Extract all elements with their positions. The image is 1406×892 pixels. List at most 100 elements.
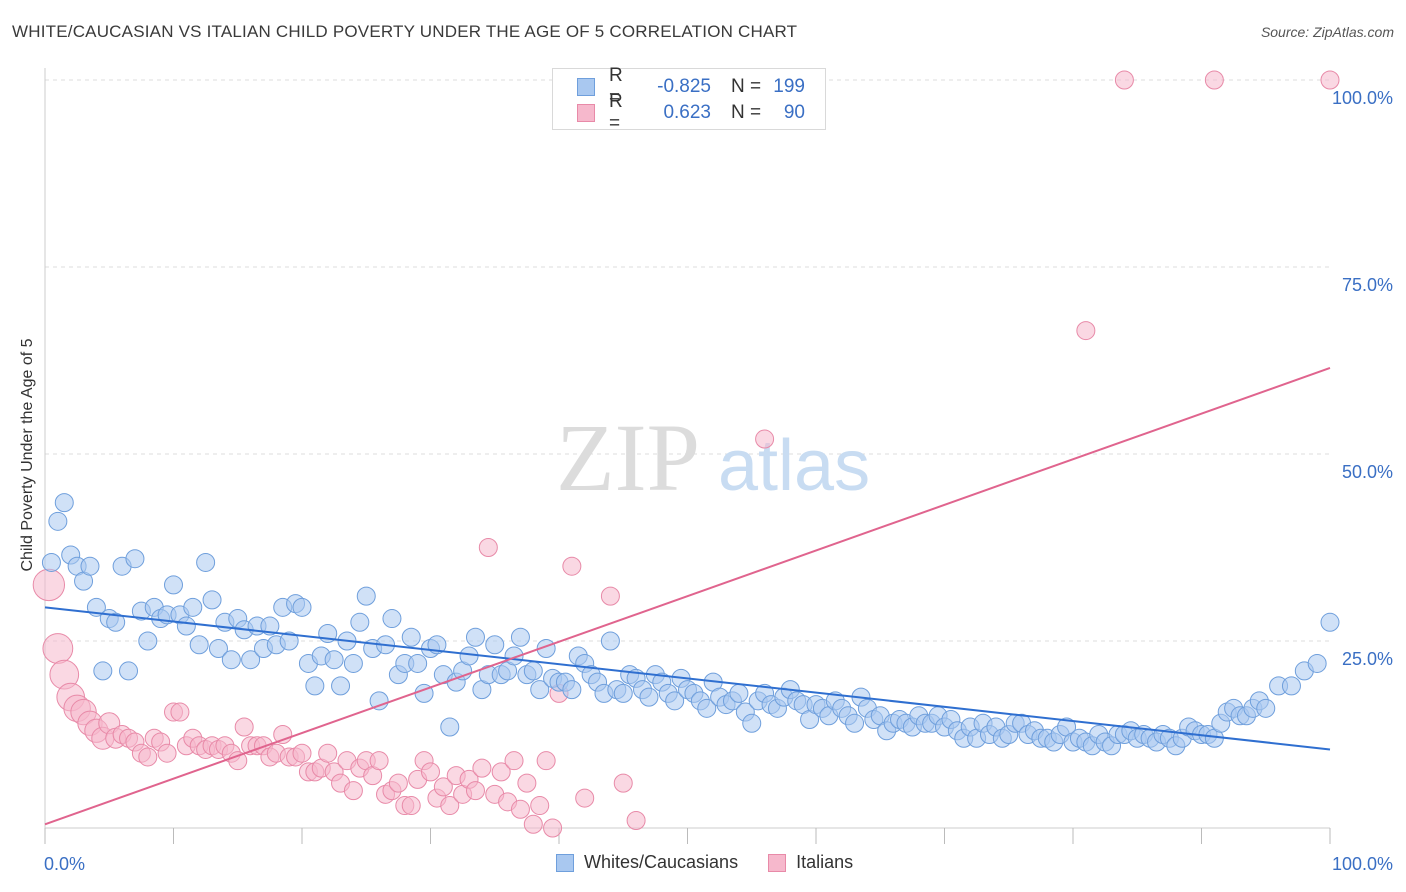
white-point: [138, 631, 158, 651]
italian-point: [421, 762, 440, 782]
italian-point: [157, 743, 177, 763]
legend-row-whites: R = -0.825 N = 199: [577, 65, 805, 108]
italian-point: [292, 743, 312, 763]
white-point: [440, 717, 460, 737]
white-point: [279, 631, 299, 651]
italian-point: [626, 811, 646, 831]
italian-point: [234, 717, 254, 737]
white-point: [1281, 676, 1301, 696]
source-credit: Source: ZipAtlas.com: [1260, 24, 1394, 40]
white-point: [485, 635, 505, 655]
white-point: [189, 635, 209, 655]
white-point: [48, 511, 68, 531]
italian-point: [530, 796, 550, 816]
white-point: [1307, 653, 1327, 673]
legend-r-label: R =: [609, 91, 623, 134]
white-point: [845, 713, 865, 733]
legend-label-whites: Whites/Caucasians: [584, 852, 739, 872]
stats-legend: R = -0.825 N = 199 R = 0.623 N = 90: [552, 65, 826, 134]
watermark: ZIP atlas: [556, 404, 870, 511]
italian-point: [1076, 321, 1096, 341]
white-point: [260, 616, 280, 636]
italian-point: [369, 751, 389, 771]
white-point: [54, 493, 74, 513]
italian-point: [32, 568, 66, 602]
italian-point: [575, 788, 595, 808]
white-point: [465, 627, 485, 647]
white-point: [176, 616, 196, 636]
white-point: [639, 687, 659, 707]
white-point: [164, 575, 183, 595]
legend-row-italians: R = 0.623 N = 90: [577, 91, 805, 134]
chart-title: WHITE/CAUCASIAN VS ITALIAN CHILD POVERTY…: [12, 22, 798, 41]
tick-labels: 25.0% 50.0% 75.0% 100.0% 0.0% 100.0%: [44, 88, 1393, 874]
white-point: [600, 631, 620, 651]
grid-lines: [45, 79, 1330, 642]
white-point: [202, 590, 222, 610]
y-tick-label: 50.0%: [1342, 462, 1393, 482]
white-point: [331, 676, 351, 696]
white-point: [221, 650, 241, 670]
y-tick-label: 75.0%: [1342, 275, 1393, 295]
white-point: [106, 612, 126, 632]
axes: [44, 68, 1331, 844]
white-point: [208, 638, 228, 658]
y-axis-title: Child Poverty Under the Age of 5: [19, 338, 36, 572]
legend-n-label: N =: [731, 102, 762, 123]
legend-r-label: R =: [609, 65, 623, 108]
series-legend: Whites/Caucasians Italians: [556, 852, 883, 873]
white-point: [459, 646, 479, 666]
y-tick-label: 25.0%: [1342, 649, 1393, 669]
white-point: [241, 650, 261, 670]
italian-point: [510, 799, 530, 819]
legend-label-italians: Italians: [796, 852, 854, 872]
white-point: [125, 549, 145, 569]
italian-point: [440, 796, 460, 816]
italian-point: [318, 743, 338, 763]
legend-r-value: 0.623: [663, 102, 711, 123]
italian-point: [170, 702, 190, 722]
italian-point: [42, 633, 74, 664]
italian-point: [1204, 70, 1224, 90]
italians-points: [32, 70, 1340, 838]
italian-point: [388, 773, 408, 793]
white-point: [183, 597, 203, 617]
legend-swatch-pink: [577, 104, 595, 122]
white-point: [742, 713, 762, 733]
white-point: [350, 612, 370, 632]
legend-n-value: 199: [773, 76, 805, 97]
legend-item-italians[interactable]: Italians: [768, 852, 853, 873]
italian-point: [138, 747, 158, 767]
italian-point: [343, 781, 363, 801]
whites-trend-line: [44, 606, 1331, 751]
white-point: [292, 597, 312, 617]
italian-point: [562, 556, 582, 576]
italian-point: [504, 751, 524, 771]
x-tick-label: 100.0%: [1332, 854, 1393, 874]
legend-item-whites[interactable]: Whites/Caucasians: [556, 852, 738, 873]
x-tick-label: 0.0%: [44, 854, 85, 874]
whites-points: [41, 493, 1340, 756]
white-point: [1320, 612, 1340, 632]
white-point: [408, 653, 428, 673]
legend-n-label: N =: [731, 76, 762, 97]
white-point: [41, 552, 61, 572]
white-point: [665, 691, 685, 711]
italian-point: [1114, 70, 1134, 90]
white-point: [510, 627, 530, 647]
italians-trend-line: [44, 367, 1331, 826]
italian-point: [478, 538, 498, 557]
italian-point: [600, 586, 620, 606]
watermark-atlas: atlas: [718, 426, 870, 506]
white-point: [1256, 698, 1276, 718]
white-point: [119, 661, 139, 681]
italian-point: [465, 781, 485, 801]
white-point: [369, 691, 389, 711]
italian-point: [401, 796, 421, 816]
white-point: [356, 586, 376, 606]
white-point: [93, 661, 113, 681]
italian-point: [491, 762, 511, 782]
white-point: [530, 680, 550, 700]
white-point: [523, 661, 543, 681]
